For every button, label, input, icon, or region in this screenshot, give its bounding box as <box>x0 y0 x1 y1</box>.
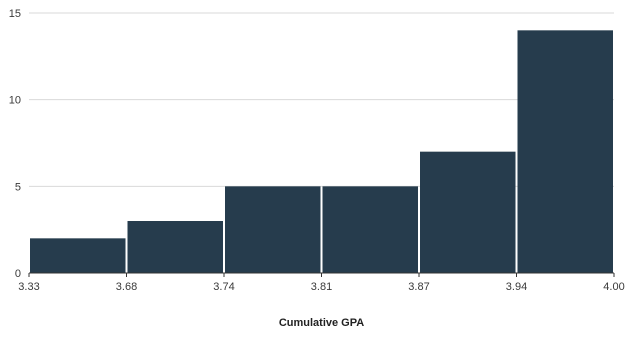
y-axis-ticks: 0 5 10 15 <box>9 8 21 280</box>
x-tick-label-2: 3.74 <box>213 281 234 293</box>
x-tick-label-6: 4.00 <box>603 281 624 293</box>
y-tick-label-1: 5 <box>15 181 21 193</box>
x-tick-label-1: 3.68 <box>116 281 137 293</box>
bar-5 <box>517 30 613 274</box>
x-axis-title: Cumulative GPA <box>279 317 364 329</box>
x-axis-ticks: 3.33 3.68 3.74 3.81 3.87 3.94 4.00 <box>18 273 625 293</box>
bar-2 <box>225 186 321 273</box>
bar-3 <box>322 186 418 273</box>
x-tick-label-0: 3.33 <box>18 281 39 293</box>
x-tick-label-4: 3.87 <box>408 281 429 293</box>
bar-0 <box>30 238 126 273</box>
x-tick-label-5: 3.94 <box>506 281 527 293</box>
gridlines <box>29 12 614 187</box>
y-tick-label-0: 0 <box>15 268 21 280</box>
bars <box>30 30 613 274</box>
y-tick-label-3: 15 <box>9 8 21 20</box>
y-tick-label-2: 10 <box>9 95 21 107</box>
bar-1 <box>127 221 223 273</box>
bar-4 <box>420 151 516 273</box>
x-tick-label-3: 3.81 <box>311 281 332 293</box>
